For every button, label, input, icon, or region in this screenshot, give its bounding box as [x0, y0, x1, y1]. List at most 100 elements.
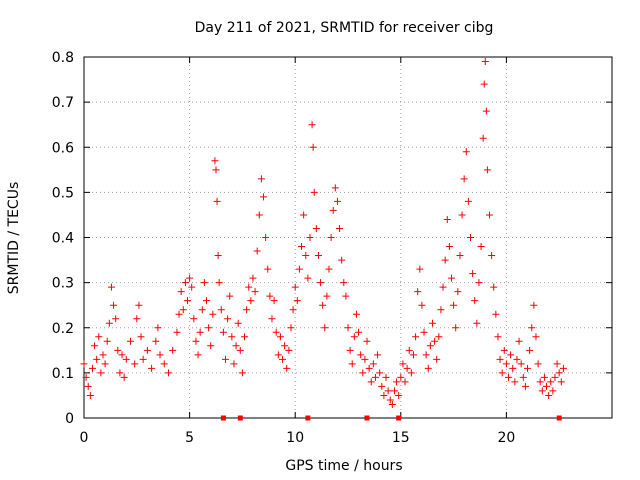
data-point — [401, 378, 409, 386]
data-point — [205, 324, 213, 332]
gap-marker — [364, 415, 370, 421]
data-point — [456, 252, 464, 260]
data-point — [538, 387, 546, 395]
data-point — [439, 283, 447, 291]
data-point — [528, 324, 536, 332]
data-point — [352, 310, 360, 318]
data-point — [325, 265, 333, 273]
data-point — [309, 143, 317, 151]
data-point — [454, 288, 462, 296]
data-point — [496, 355, 504, 363]
data-point — [407, 369, 415, 377]
data-point — [342, 292, 350, 300]
data-point — [80, 360, 88, 368]
data-point — [426, 342, 434, 350]
data-point — [148, 364, 156, 372]
data-point — [357, 351, 365, 359]
data-point — [403, 364, 411, 372]
data-point — [110, 301, 118, 309]
y-tick-label: 0.4 — [52, 231, 74, 247]
data-point — [399, 360, 407, 368]
gap-marker — [220, 415, 226, 421]
data-point — [505, 373, 513, 381]
data-point — [156, 351, 164, 359]
data-point — [348, 360, 356, 368]
data-point — [502, 360, 510, 368]
chart-title: Day 211 of 2021, SRMTID for receiver cib… — [195, 20, 494, 36]
data-point — [365, 364, 373, 372]
data-point — [137, 333, 145, 341]
data-point — [526, 346, 534, 354]
data-point — [236, 346, 244, 354]
data-point — [262, 234, 270, 241]
data-point — [424, 364, 432, 372]
data-point — [346, 346, 354, 354]
data-point — [164, 369, 172, 377]
data-point — [217, 306, 225, 314]
data-point — [321, 324, 329, 332]
y-tick-label: 0.1 — [52, 366, 74, 382]
data-point — [486, 211, 494, 219]
data-point — [418, 301, 426, 309]
data-point — [133, 315, 141, 323]
data-point — [200, 279, 208, 287]
data-point — [363, 337, 371, 345]
data-point — [530, 301, 538, 309]
data-point — [214, 252, 222, 260]
data-point — [344, 324, 352, 332]
data-point — [490, 283, 498, 291]
y-tick-label: 0.7 — [52, 95, 74, 111]
data-point — [543, 382, 551, 390]
data-point — [228, 333, 236, 341]
y-axis-label: SRMTID / TECUs — [6, 182, 22, 295]
data-point — [466, 234, 474, 241]
data-point — [308, 121, 316, 129]
data-point — [177, 288, 185, 296]
data-point — [304, 274, 312, 282]
data-point — [97, 369, 105, 377]
data-point — [99, 351, 107, 359]
data-point — [251, 288, 259, 296]
data-point — [183, 297, 191, 305]
x-tick-label: 10 — [286, 430, 304, 446]
gap-markers — [220, 415, 562, 421]
data-point — [198, 306, 206, 314]
y-tick-label: 0.3 — [52, 276, 74, 292]
data-point — [500, 346, 508, 354]
data-point — [226, 292, 234, 300]
data-points — [80, 58, 567, 408]
data-point — [469, 270, 477, 278]
data-point — [143, 346, 151, 354]
data-point — [274, 351, 282, 359]
data-point — [374, 351, 382, 359]
data-point — [222, 355, 230, 363]
data-point — [135, 301, 143, 309]
data-point — [160, 360, 168, 368]
x-axis-label: GPS time / hours — [285, 458, 402, 474]
gap-marker — [305, 415, 311, 421]
data-point — [314, 252, 322, 260]
data-point — [409, 351, 417, 359]
data-point — [513, 355, 521, 363]
data-point — [114, 346, 122, 354]
data-point — [480, 80, 488, 88]
data-point — [202, 297, 210, 305]
data-point — [452, 324, 460, 332]
data-point — [507, 351, 515, 359]
data-point — [230, 360, 238, 368]
axis-ticks: 0 0.1 0.2 0.3 0.4 0.5 0.6 0.7 0.8 0 5 10 15 20 — [52, 50, 612, 446]
data-point — [414, 288, 422, 296]
data-point — [264, 265, 272, 273]
data-point — [557, 378, 565, 386]
data-point — [207, 342, 215, 350]
data-point — [247, 297, 255, 305]
data-point — [336, 224, 344, 232]
data-point — [361, 355, 369, 363]
data-point — [139, 355, 147, 363]
data-point — [477, 243, 485, 251]
data-point — [243, 306, 251, 314]
data-point — [268, 315, 276, 323]
x-tick-label: 5 — [185, 430, 194, 446]
data-point — [295, 265, 303, 273]
data-point — [460, 175, 468, 183]
